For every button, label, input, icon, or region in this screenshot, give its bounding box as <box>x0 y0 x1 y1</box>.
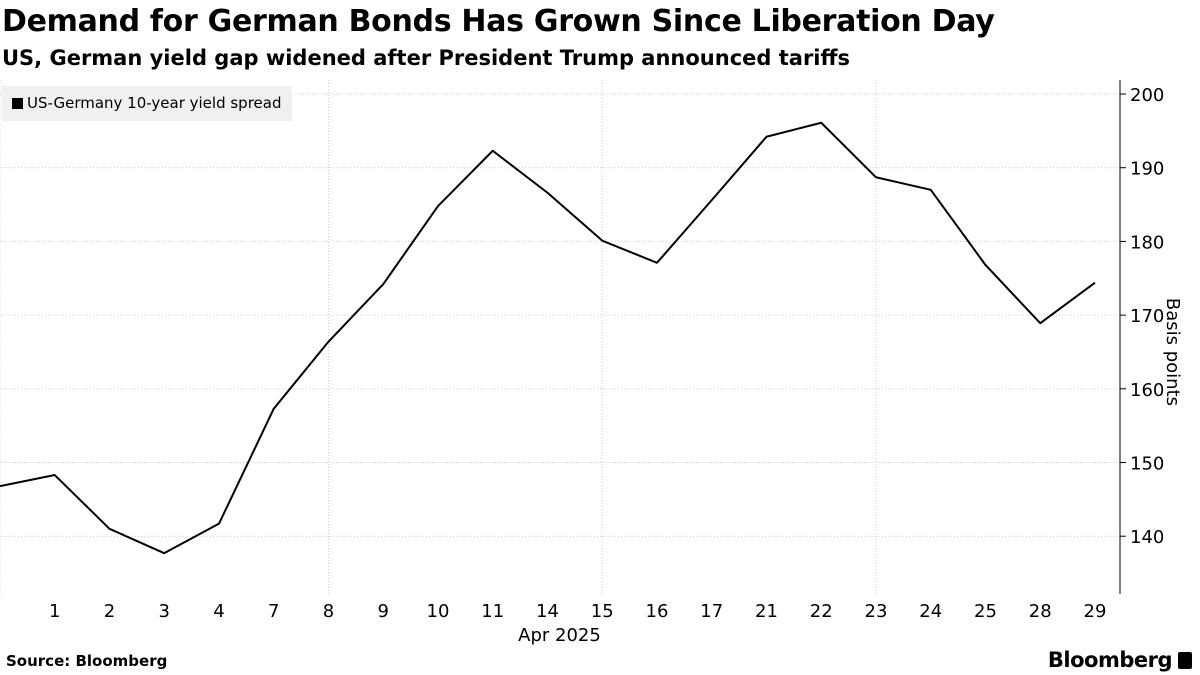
x-tick-label: 22 <box>810 601 833 622</box>
x-tick-label: 7 <box>268 601 279 622</box>
brand-name: Bloomberg <box>1047 648 1173 672</box>
x-tick-label: 16 <box>646 601 669 622</box>
x-tick-label: 2 <box>104 601 115 622</box>
chart-subtitle: US, German yield gap widened after Presi… <box>2 46 851 70</box>
y-tick-label: 180 <box>1130 232 1164 253</box>
legend: US-Germany 10-year yield spread <box>2 86 292 121</box>
bloomberg-logo: Bloomberg <box>1048 648 1192 672</box>
x-tick-label: 15 <box>591 601 614 622</box>
x-tick-label: 4 <box>213 601 224 622</box>
y-tick-label: 160 <box>1130 380 1164 401</box>
x-tick-label: 8 <box>323 601 334 622</box>
chart-title: Demand for German Bonds Has Grown Since … <box>2 4 995 39</box>
x-tick-label: 28 <box>1029 601 1052 622</box>
x-tick-label: 11 <box>481 601 504 622</box>
y-tick-label: 150 <box>1130 454 1164 475</box>
y-tick-label: 190 <box>1130 159 1164 180</box>
y-axis-label: Basis points <box>1162 298 1183 406</box>
x-tick-label: 23 <box>865 601 888 622</box>
x-tick-label: 3 <box>159 601 170 622</box>
x-tick-label: 25 <box>974 601 997 622</box>
x-axis-label: Apr 2025 <box>518 625 601 646</box>
x-tick-label: 1 <box>49 601 60 622</box>
legend-label: US-Germany 10-year yield spread <box>27 94 282 112</box>
x-tick-label: 17 <box>700 601 723 622</box>
x-tick-label: 29 <box>1084 601 1107 622</box>
source-note: Source: Bloomberg <box>6 652 168 670</box>
x-tick-label: 24 <box>919 601 942 622</box>
x-tick-label: 9 <box>378 601 389 622</box>
series-line <box>0 121 1096 555</box>
y-tick-label: 200 <box>1130 85 1164 106</box>
y-tick-label: 140 <box>1130 527 1164 548</box>
x-tick-label: 14 <box>536 601 559 622</box>
y-tick-label: 170 <box>1130 306 1164 327</box>
x-tick-label: 10 <box>427 601 450 622</box>
bloomberg-terminal-icon <box>1178 652 1192 669</box>
x-tick-label: 21 <box>755 601 778 622</box>
legend-swatch <box>12 98 23 109</box>
